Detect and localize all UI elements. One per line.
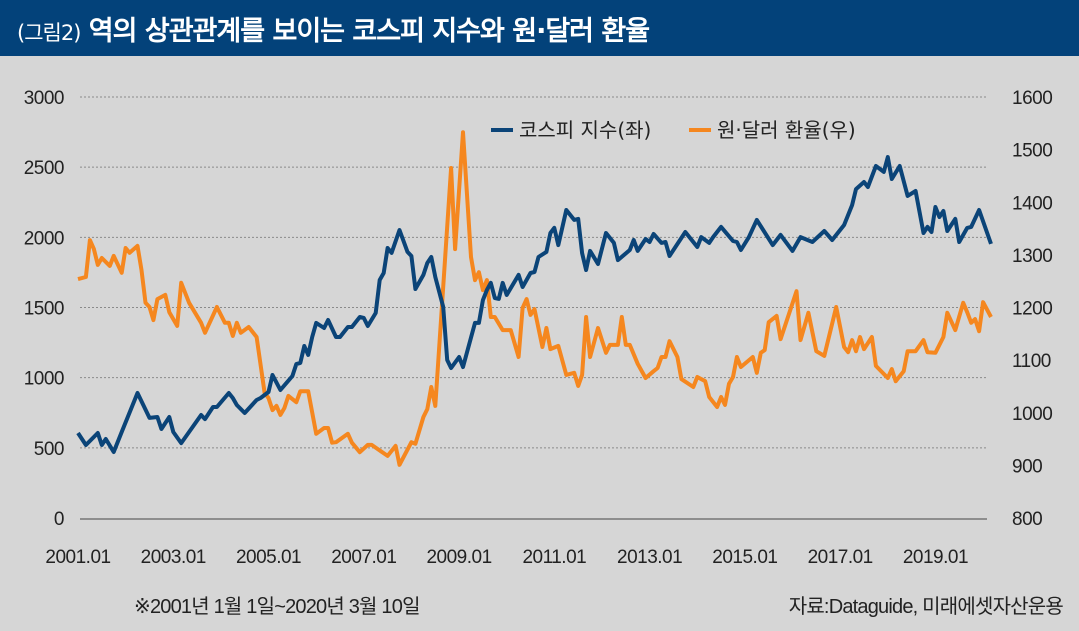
legend-fx-label: 원·달러 환율(우) xyxy=(717,118,856,142)
x-tick-label: 2015.01 xyxy=(712,547,777,568)
title-text: 역의 상관관계를 보이는 코스피 지수와 원·달러 환율 xyxy=(88,16,650,47)
left-tick-label: 1000 xyxy=(24,369,64,390)
left-tick-label: 0 xyxy=(54,509,64,530)
right-tick-label: 1400 xyxy=(1012,193,1052,214)
legend: 코스피 지수(좌) 원·달러 환율(우) xyxy=(491,118,856,142)
right-tick-label: 1600 xyxy=(1012,88,1052,109)
chart-title: (그림2) 역의 상관관계를 보이는 코스피 지수와 원·달러 환율 xyxy=(17,9,650,48)
left-tick-label: 2500 xyxy=(24,158,64,179)
x-axis-ticks: 2001.01 2003.01 2005.01 2007.01 2009.01 2011.… xyxy=(45,547,968,568)
right-tick-label: 1300 xyxy=(1012,246,1052,267)
x-tick-label: 2019.01 xyxy=(903,547,968,568)
left-tick-label: 1500 xyxy=(24,299,64,320)
right-axis-ticks: 800 900 1000 1100 1200 1300 1400 1500 1600 xyxy=(1012,88,1053,530)
left-axis-ticks: 0 500 1000 1500 2000 2500 3000 xyxy=(24,88,65,530)
figure-number: (그림2) xyxy=(17,21,81,45)
fx-rate-line xyxy=(77,130,993,467)
x-tick-label: 2003.01 xyxy=(141,547,206,568)
x-tick-label: 2005.01 xyxy=(236,547,301,568)
right-tick-label: 800 xyxy=(1012,509,1042,530)
x-tick-label: 2009.01 xyxy=(426,547,491,568)
series-lines xyxy=(76,130,993,467)
title-bar: (그림2) 역의 상관관계를 보이는 코스피 지수와 원·달러 환율 xyxy=(0,0,1079,56)
legend-kospi-label: 코스피 지수(좌) xyxy=(519,118,651,142)
left-tick-label: 3000 xyxy=(24,88,64,109)
x-tick-label: 2013.01 xyxy=(617,547,682,568)
source-note: 자료:Dataguide, 미래에셋자산운용 xyxy=(788,596,1064,618)
right-tick-label: 1200 xyxy=(1012,299,1052,320)
right-tick-label: 1000 xyxy=(1012,404,1052,425)
right-tick-label: 1100 xyxy=(1012,351,1051,372)
x-tick-label: 2011.01 xyxy=(522,547,586,568)
kospi-line xyxy=(76,155,993,454)
footnote: ※2001년 1월 1일~2020년 3월 10일 xyxy=(134,596,420,618)
left-tick-label: 2000 xyxy=(24,228,64,249)
x-tick-label: 2001.01 xyxy=(45,547,110,568)
right-tick-label: 1500 xyxy=(1012,141,1052,162)
x-tick-label: 2017.01 xyxy=(808,547,873,568)
x-tick-label: 2007.01 xyxy=(331,547,396,568)
right-tick-label: 900 xyxy=(1012,456,1042,477)
left-tick-label: 500 xyxy=(34,439,64,460)
